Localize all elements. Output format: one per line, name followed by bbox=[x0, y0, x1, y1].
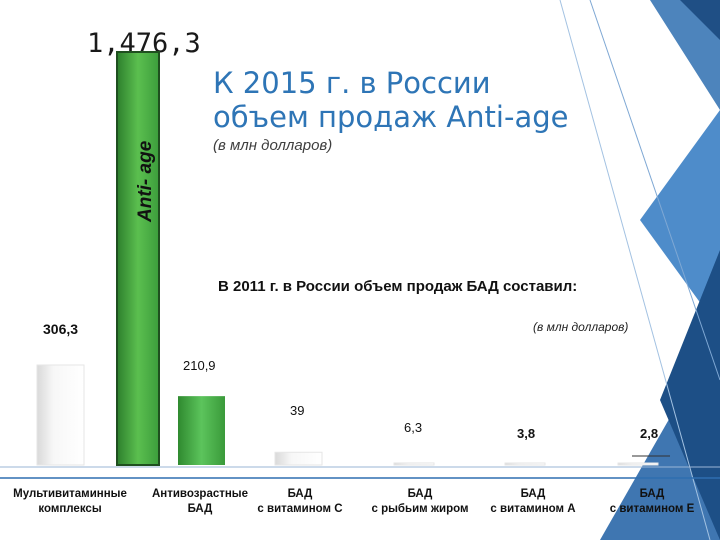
category-label-5: БАД с витамином А bbox=[490, 488, 576, 515]
bar-6 bbox=[617, 462, 659, 466]
value-label-5: 3,8 bbox=[517, 426, 535, 441]
category-label-6: БАД с витамином Е bbox=[609, 488, 695, 515]
slide-title: К 2015 г. в России объем продаж Anti-age bbox=[213, 66, 568, 134]
category-label-4: БАД с рыбьим жиром bbox=[371, 488, 469, 515]
value-label-3: 39 bbox=[290, 403, 304, 418]
chart-unit: (в млн долларов) bbox=[533, 320, 629, 334]
title-line-1: К 2015 г. в России bbox=[213, 66, 491, 100]
category-label-2: Антивозрастные БАД bbox=[151, 488, 249, 515]
chart-subtitle: В 2011 г. в России объем продаж БАД сост… bbox=[218, 278, 578, 295]
value-label-4: 6,3 bbox=[404, 420, 422, 435]
value-label-6: 2,8 bbox=[640, 426, 658, 441]
bar-3 bbox=[274, 451, 323, 466]
big-bar-label: Anti- age bbox=[135, 140, 156, 223]
value-label-2: 210,9 bbox=[183, 358, 216, 373]
title-unit: (в млн долларов) bbox=[213, 137, 333, 154]
bar-4 bbox=[393, 462, 435, 466]
value-label-1: 306,3 bbox=[43, 321, 78, 337]
title-line-2: объем продаж Anti-age bbox=[213, 100, 569, 134]
category-label-3: БАД с витамином С bbox=[257, 488, 343, 515]
bar-2 bbox=[178, 396, 225, 465]
category-label-1: Мультивитаминные комплексы bbox=[13, 488, 127, 515]
big-bar-anti-age bbox=[116, 51, 160, 466]
bar-1 bbox=[36, 364, 85, 466]
bar-5 bbox=[504, 462, 546, 466]
